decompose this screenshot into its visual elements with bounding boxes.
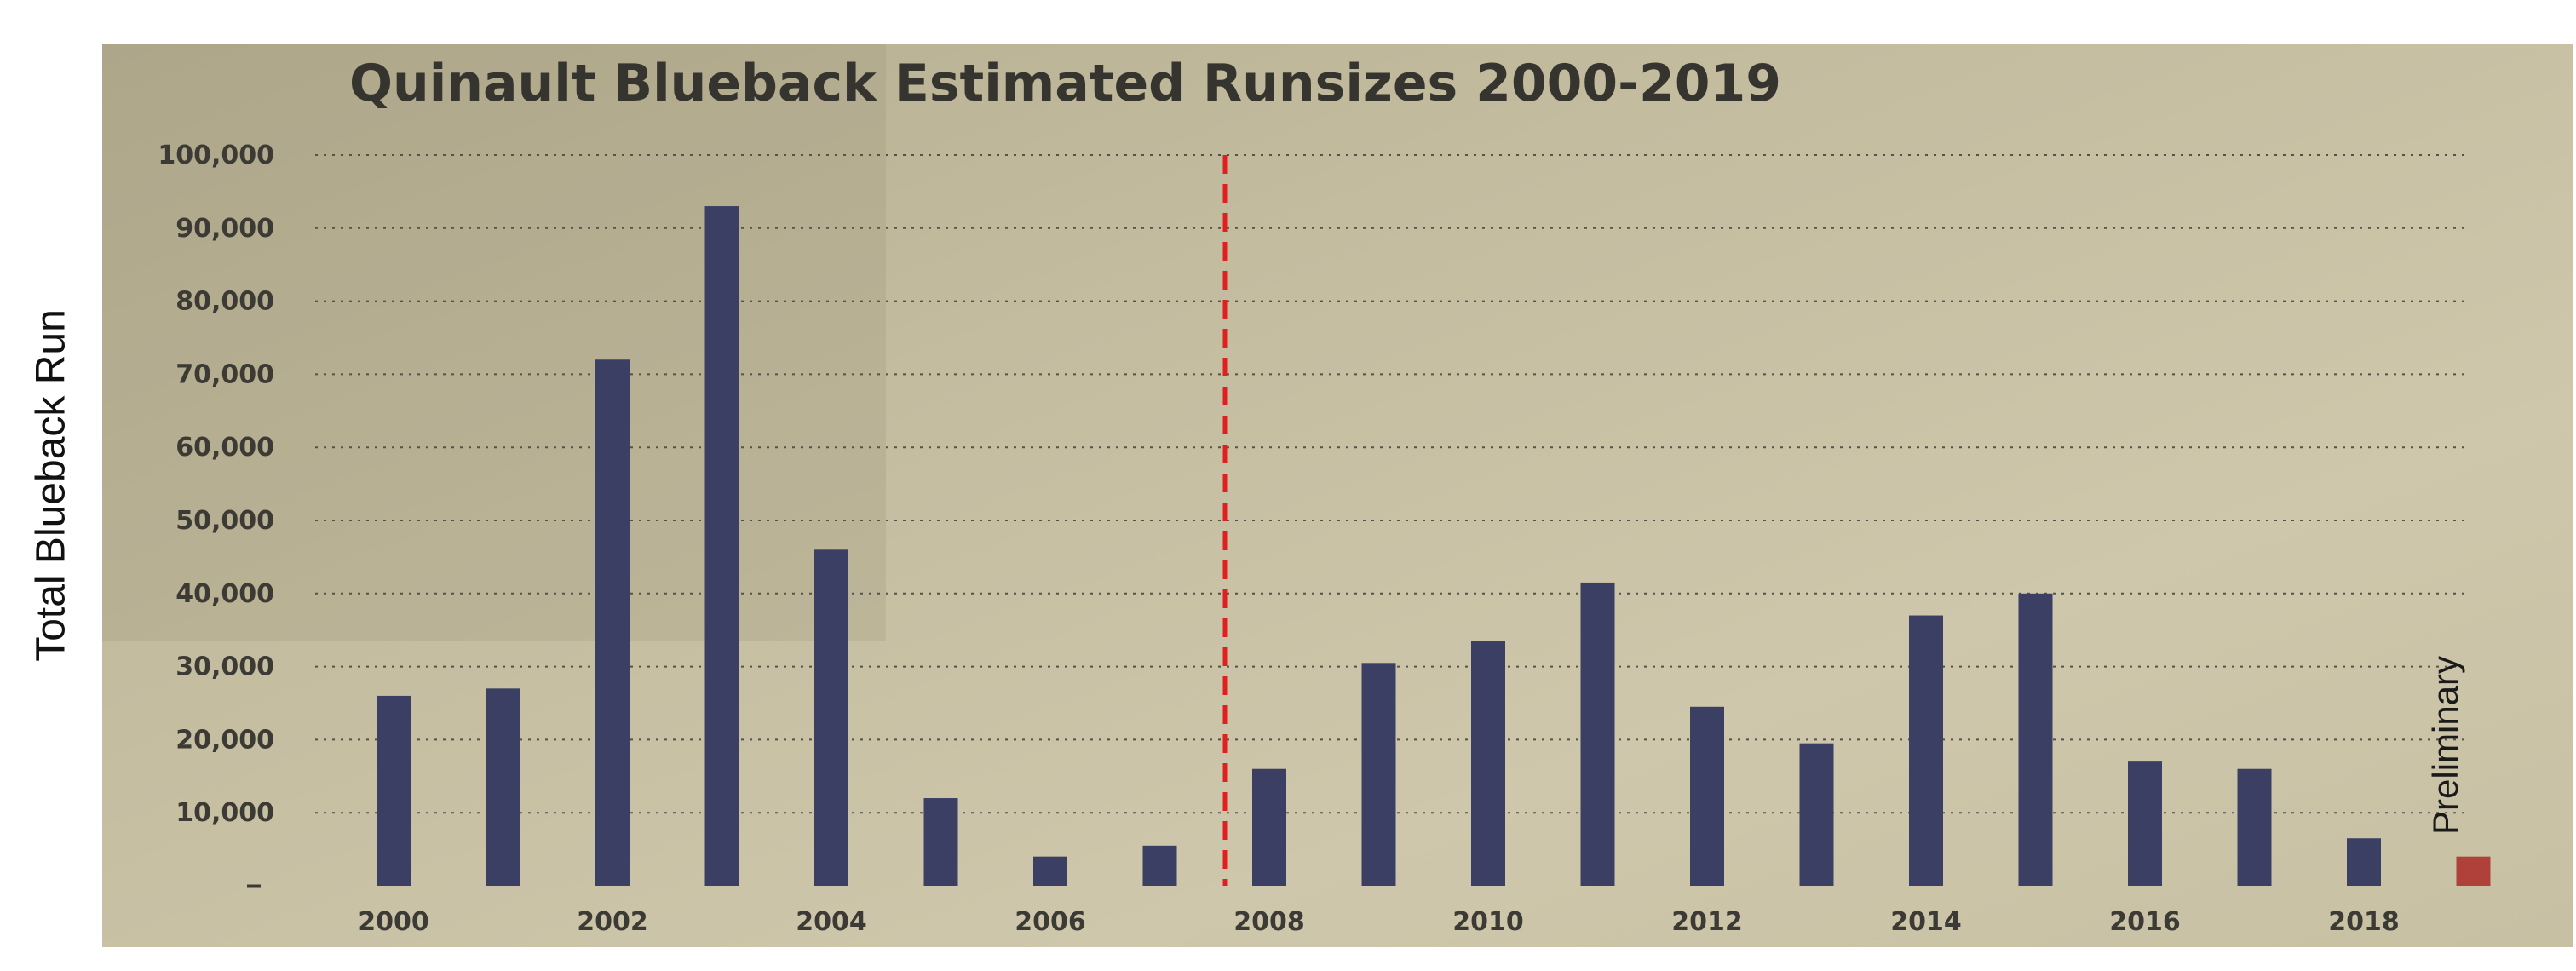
- y-tick-label: 40,000: [175, 579, 274, 609]
- bar: [704, 206, 739, 886]
- y-tick-label: 80,000: [175, 287, 274, 317]
- x-tick-label: 2014: [1890, 907, 1962, 937]
- preliminary-bar: [2456, 856, 2491, 886]
- bar: [1142, 845, 1177, 886]
- y-tick-label: 20,000: [175, 725, 274, 755]
- x-tick-label: 2002: [577, 907, 648, 937]
- bar: [1580, 582, 1615, 886]
- bar: [595, 359, 630, 886]
- bar: [1909, 615, 1943, 886]
- x-tick-label: 2006: [1015, 907, 1086, 937]
- bar: [1690, 706, 1724, 886]
- bar: [2018, 593, 2053, 886]
- legend-label: Preliminary: [2425, 656, 2465, 835]
- x-tick-label: 2000: [358, 907, 429, 937]
- bar: [814, 549, 848, 886]
- bar: [2128, 761, 2162, 886]
- y-tick-label: 50,000: [175, 506, 274, 536]
- bar: [2347, 838, 2381, 886]
- y-tick-label: 90,000: [175, 214, 274, 244]
- x-tick-label: 2010: [1452, 907, 1524, 937]
- bar: [1033, 856, 1067, 886]
- chart-title: Quinault Blueback Estimated Runsizes 200…: [349, 54, 1781, 113]
- x-tick-label: 2008: [1233, 907, 1305, 937]
- y-tick-label: 10,000: [175, 798, 274, 828]
- bar: [486, 688, 520, 886]
- x-tick-label: 2018: [2328, 907, 2400, 937]
- bar: [1799, 743, 1834, 886]
- x-tick-label: 2004: [796, 907, 867, 937]
- bar: [1361, 663, 1396, 886]
- bar: [2237, 768, 2272, 886]
- y-tick-label: 100,000: [158, 141, 274, 170]
- chart-background-shade: [102, 44, 886, 641]
- bar: [1252, 768, 1286, 886]
- bar: [1471, 641, 1505, 886]
- x-tick-label: 2016: [2109, 907, 2181, 937]
- y-tick-label: 30,000: [175, 652, 274, 682]
- y-tick-label: 60,000: [175, 433, 274, 463]
- bar: [923, 798, 958, 886]
- y-tick-label: 70,000: [175, 359, 274, 389]
- bar: [377, 695, 411, 886]
- x-tick-label: 2012: [1671, 907, 1743, 937]
